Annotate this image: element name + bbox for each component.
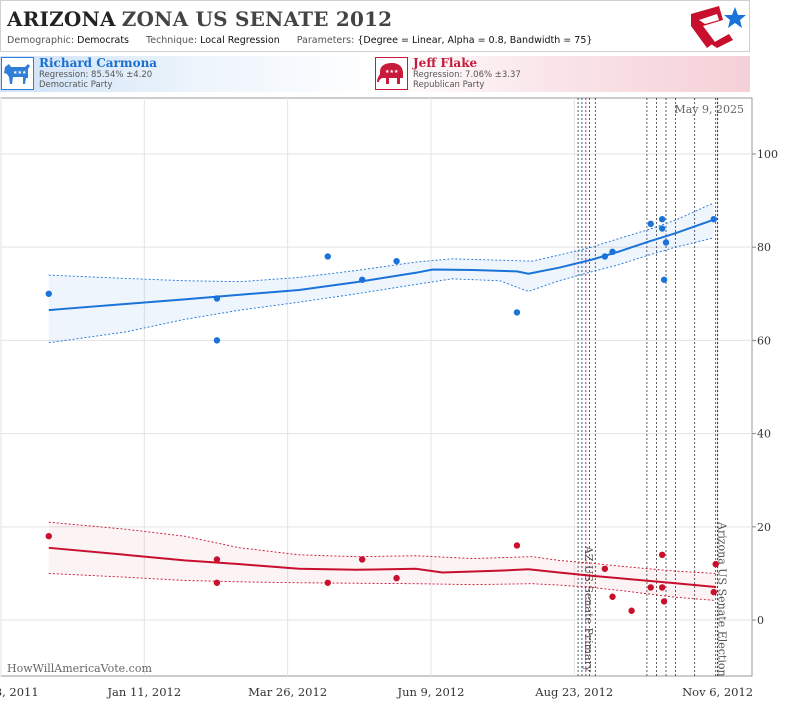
- poll-chart: Oct 28, 2011 Jan 11, 2012 Mar 26, 2012 Jun …: [0, 96, 789, 704]
- dem-poll-point: [45, 290, 52, 297]
- y-tick-label: 40: [757, 428, 771, 441]
- y-tick-label: 100: [757, 148, 778, 161]
- rep-poll-point: [660, 598, 668, 605]
- x-tick-label: Jun 9, 2012: [396, 685, 464, 699]
- elephant-icon: ★★★: [375, 57, 408, 90]
- rep-poll-point: [628, 607, 635, 614]
- technique-label: Technique:: [146, 35, 198, 46]
- rep-poll-point: [358, 556, 366, 563]
- dem-poll-point: [647, 220, 654, 228]
- dem-poll-point: [513, 309, 521, 316]
- rep-poll-point: [324, 579, 331, 586]
- dem-upper-bound-line: [48, 202, 714, 283]
- rep-poll-point: [712, 560, 719, 568]
- dem-poll-point: [324, 253, 331, 260]
- y-tick-label: 20: [757, 521, 771, 534]
- dem-trend-line: [48, 218, 715, 312]
- dem-regression: Regression: 85.54% ±4.20: [39, 70, 153, 80]
- dem-poll-point: [658, 215, 666, 223]
- candidate-card-rep: ★★★ Jeff Flake Regression: 7.06% ±3.37 R…: [374, 56, 750, 92]
- poll-chart-svg: Oct 28, 2011 Jan 11, 2012 Mar 26, 2012 Jun …: [0, 97, 778, 699]
- dem-poll-point: [658, 225, 666, 232]
- rep-poll-point: [513, 542, 521, 549]
- demographic-label: Demographic:: [7, 35, 75, 46]
- parameters-line: Demographic: Democrats Technique: Local …: [7, 35, 606, 46]
- donkey-icon: ★★★: [1, 57, 34, 90]
- y-tick-label: 0: [757, 614, 764, 627]
- dem-poll-point: [213, 337, 221, 344]
- dem-confidence-band: [48, 202, 714, 343]
- star-flag-logo-icon: [691, 6, 746, 48]
- page-title: ARIZONA ZONA US SENATE 2012: [7, 7, 392, 31]
- event-label-primary: AZ US Senate Primary: [582, 545, 595, 673]
- rep-poll-point: [45, 532, 52, 540]
- date-label: May 9, 2025: [674, 103, 744, 116]
- rep-poll-point: [658, 584, 666, 591]
- x-tick-label: Nov 6, 2012: [682, 685, 753, 699]
- technique-value: Local Regression: [200, 35, 280, 46]
- parameters-label: Parameters:: [296, 35, 355, 46]
- dem-poll-point: [710, 215, 717, 223]
- rep-poll-point: [647, 584, 654, 591]
- dem-poll-point: [662, 239, 670, 246]
- rep-poll-point: [609, 593, 616, 600]
- chart-header: ARIZONA ZONA US SENATE 2012 Demographic: …: [0, 0, 750, 52]
- demographic-value: Democrats: [77, 35, 129, 46]
- svg-text:★★★: ★★★: [13, 70, 27, 76]
- rep-poll-point: [213, 556, 221, 563]
- x-tick-label: Mar 26, 2012: [248, 685, 327, 699]
- rep-poll-point: [601, 565, 609, 572]
- dem-poll-point: [213, 295, 221, 302]
- rep-poll-point: [658, 551, 666, 559]
- svg-text:★★★: ★★★: [385, 69, 399, 75]
- x-tick-label: Oct 28, 2011: [0, 685, 39, 699]
- rep-trend-line: [48, 546, 716, 588]
- dem-lower-bound-line: [48, 237, 714, 344]
- rep-poll-point: [213, 579, 221, 586]
- rep-party: Republican Party: [413, 80, 485, 90]
- dem-poll-point: [358, 276, 366, 283]
- watermark: HowWillAmericaVote.com: [7, 662, 152, 675]
- y-tick-label: 80: [757, 241, 771, 254]
- candidate-card-dem: ★★★ Richard Carmona Regression: 85.54% ±…: [0, 56, 378, 92]
- dem-party: Democratic Party: [39, 80, 113, 90]
- title-race: ZONA US SENATE 2012: [121, 7, 393, 31]
- rep-regression: Regression: 7.06% ±3.37: [413, 70, 521, 80]
- title-state: ARIZONA: [7, 7, 116, 31]
- x-tick-label: Aug 23, 2012: [534, 685, 613, 699]
- rep-poll-point: [710, 588, 717, 596]
- rep-poll-point: [393, 574, 400, 582]
- rep-upper-bound-line: [48, 521, 716, 574]
- dem-candidate-name: Richard Carmona: [39, 56, 158, 70]
- rep-lower-bound-line: [48, 573, 716, 601]
- y-tick-label: 60: [757, 334, 771, 347]
- parameters-value: {Degree = Linear, Alpha = 0.8, Bandwidth…: [357, 35, 593, 46]
- x-tick-label: Jan 11, 2012: [106, 685, 181, 699]
- dem-poll-point: [609, 248, 616, 256]
- rep-candidate-name: Jeff Flake: [413, 56, 478, 70]
- dem-poll-point: [601, 253, 609, 260]
- event-label-election: Arizona US Senate Election: [716, 521, 729, 677]
- dem-poll-point: [393, 257, 400, 265]
- dem-poll-point: [660, 276, 668, 283]
